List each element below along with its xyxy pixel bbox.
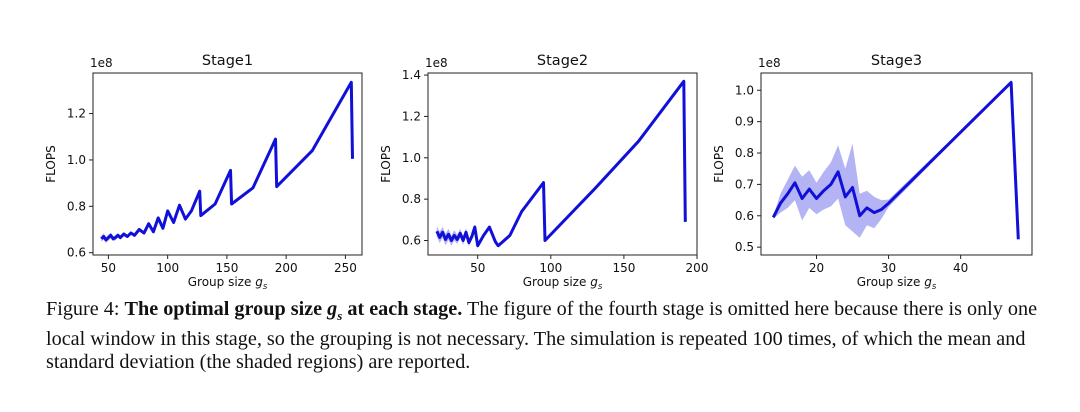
x-tick-label: 100 bbox=[539, 261, 562, 275]
x-tick-label: 30 bbox=[881, 261, 896, 275]
plot-frame bbox=[760, 72, 1033, 256]
y-tick-label: 1.2 bbox=[402, 109, 421, 123]
y-tick-label: 0.8 bbox=[67, 199, 86, 213]
x-tick-label: 200 bbox=[686, 261, 709, 275]
y-tick-label: 0.5 bbox=[735, 240, 754, 254]
x-tick-label: 200 bbox=[275, 261, 298, 275]
chart-title: Stage2 bbox=[537, 53, 588, 69]
series-line-1 bbox=[771, 80, 1020, 240]
figure-4-charts: 50 100 150 200 250 0.6 0.8 1.0 1.2 Stage1 1e8 Group… bbox=[44, 53, 1033, 292]
series-line-1 bbox=[435, 79, 687, 248]
y-tick-label: 1.4 bbox=[402, 68, 421, 82]
x-tick-label: 50 bbox=[101, 261, 116, 275]
x-axis-label: Group size gs bbox=[188, 275, 268, 292]
chart-panel-2: 50 100 150 200 0.6 0.8 1.0 1.2 1.4 Stage2 1e8 Group… bbox=[379, 53, 708, 292]
plot-frame bbox=[427, 72, 698, 256]
y-tick-label: 0.8 bbox=[402, 192, 421, 206]
plot-frame bbox=[92, 72, 363, 256]
y-axis-label: FLOPS bbox=[712, 145, 726, 182]
x-tick-label: 20 bbox=[809, 261, 824, 275]
chart-title: Stage1 bbox=[202, 53, 253, 69]
y-tick-label: 0.6 bbox=[402, 234, 421, 248]
x-axis-label: Group size gs bbox=[523, 275, 603, 292]
y-tick-label: 0.6 bbox=[735, 209, 754, 223]
std-band-1 bbox=[101, 82, 353, 243]
chart-title: Stage3 bbox=[871, 53, 922, 69]
caption-bold-lead: The optimal group size gs at each stage. bbox=[124, 298, 463, 324]
y-tick-label: 0.8 bbox=[735, 146, 754, 160]
y-tick-label: 0.7 bbox=[735, 177, 754, 191]
x-tick-label: 100 bbox=[156, 261, 179, 275]
x-tick-label: 150 bbox=[215, 261, 238, 275]
x-tick-label: 40 bbox=[953, 261, 968, 275]
series-line-1 bbox=[100, 80, 354, 242]
x-axis-label: Group size gs bbox=[857, 275, 937, 292]
chart-panel-3: 20 30 40 0.5 0.6 0.7 0.8 0.9 1.0 Stage3 1e8 Group s… bbox=[712, 53, 1033, 292]
y-tick-label: 0.6 bbox=[67, 246, 86, 260]
offset-text: 1e8 bbox=[758, 56, 781, 70]
y-tick-label: 0.9 bbox=[735, 115, 754, 129]
caption-label: Figure 4: bbox=[46, 298, 120, 320]
y-tick-label: 1.2 bbox=[67, 107, 86, 121]
chart-panel-1: 50 100 150 200 250 0.6 0.8 1.0 1.2 Stage1 1e8 Group… bbox=[44, 53, 363, 292]
x-tick-label: 150 bbox=[612, 261, 635, 275]
y-tick-label: 1.0 bbox=[735, 83, 754, 97]
caption-text: The figure of the fourth stage is omitte… bbox=[46, 298, 1038, 374]
offset-text: 1e8 bbox=[90, 56, 113, 70]
y-axis-label: FLOPS bbox=[44, 145, 58, 182]
std-band-1 bbox=[773, 82, 1019, 240]
offset-text: 1e8 bbox=[425, 56, 448, 70]
x-tick-label: 50 bbox=[470, 261, 485, 275]
x-tick-label: 250 bbox=[334, 261, 357, 275]
y-tick-label: 1.0 bbox=[402, 151, 421, 165]
y-tick-label: 1.0 bbox=[67, 153, 86, 167]
figure-caption: Figure 4: The optimal group size gs at e… bbox=[46, 298, 1046, 375]
y-axis-label: FLOPS bbox=[379, 145, 393, 182]
